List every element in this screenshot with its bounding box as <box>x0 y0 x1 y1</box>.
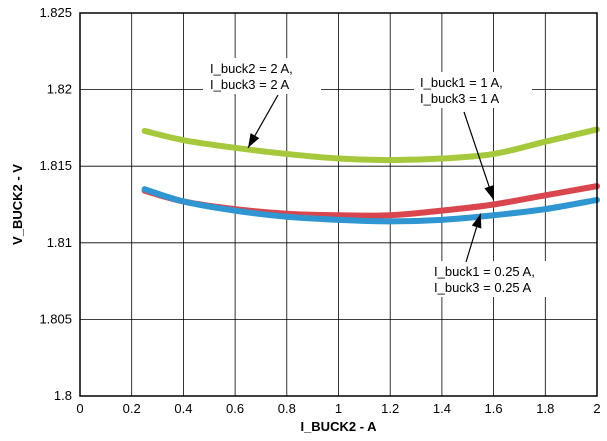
series-lines <box>141 126 600 225</box>
y-tick-label: 1.81 <box>47 235 72 250</box>
annotation-text: I_buck2 = 2 A, <box>210 61 293 76</box>
tick-labels: 0 0.2 0.4 0.6 0.8 1 1.2 1.4 1.6 1.8 21.81.8051.811… <box>39 5 600 416</box>
x-axis-label: I_BUCK2 - A <box>300 419 377 434</box>
annotation-text: I_buck1 = 1 A, <box>420 75 503 90</box>
x-tick-label: 1.8 <box>536 401 554 416</box>
y-axis-label: V_BUCK2 - V <box>10 164 25 245</box>
grid <box>79 12 598 397</box>
y-tick-label: 1.82 <box>47 82 72 97</box>
annotation-arrowhead <box>471 213 482 229</box>
x-tick-label: 1.6 <box>485 401 503 416</box>
x-tick-label: 0 <box>76 401 83 416</box>
annotation-arrow-line <box>463 111 495 201</box>
x-tick-label: 1.2 <box>381 401 399 416</box>
x-tick-label: 0.4 <box>174 401 192 416</box>
x-tick-label: 0.2 <box>123 401 141 416</box>
y-tick-label: 1.825 <box>39 5 72 20</box>
annotation-text: I_buck1 = 0.25 A, <box>434 264 535 279</box>
series-line-1 <box>141 126 600 164</box>
x-tick-label: 0.8 <box>278 401 296 416</box>
annotation-box <box>414 72 532 108</box>
y-tick-label: 1.815 <box>39 158 72 173</box>
annotation-text: I_buck3 = 0.25 A <box>434 280 532 295</box>
annotation-box <box>428 261 564 297</box>
annotation-arrowhead <box>248 133 260 148</box>
x-tick-label: 1.4 <box>433 401 451 416</box>
x-tick-label: 0.6 <box>226 401 244 416</box>
series-line-3 <box>141 186 600 225</box>
annotation-text: I_buck3 = 2 A <box>210 77 289 92</box>
x-tick-label: 2 <box>593 401 600 416</box>
plot-frame <box>79 12 598 397</box>
y-tick-label: 1.805 <box>39 311 72 326</box>
annotations: I_buck2 = 2 A,I_buck3 = 2 A I_buck1 = 1 A… <box>203 58 564 297</box>
annotation-arrowhead <box>484 185 494 200</box>
x-tick-label: 1 <box>335 401 342 416</box>
annotation-box <box>203 58 321 94</box>
y-tick-label: 1.8 <box>54 388 72 403</box>
annotation-text: I_buck3 = 1 A <box>420 91 499 106</box>
